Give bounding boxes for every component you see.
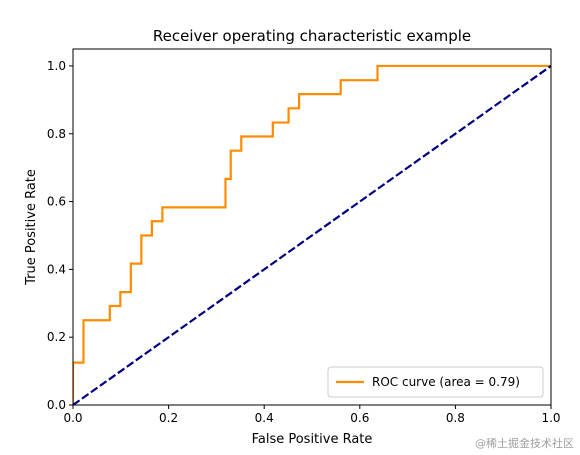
y-axis-label: True Positive Rate	[24, 169, 39, 286]
x-tick-label: 1.0	[541, 411, 560, 425]
x-tick-label: 0.6	[350, 411, 369, 425]
plot-frame	[72, 48, 552, 406]
y-tick-label: 0.0	[47, 398, 66, 412]
y-tick-label: 1.0	[47, 59, 66, 73]
legend-box	[327, 366, 544, 398]
watermark-text: @稀土掘金技术社区	[475, 436, 574, 450]
y-tick-label: 0.2	[47, 330, 66, 344]
x-axis-label: False Positive Rate	[252, 432, 373, 447]
x-tick-label: 0.8	[446, 411, 465, 425]
y-tick-label: 0.8	[47, 127, 66, 141]
chart-title: Receiver operating characteristic exampl…	[153, 27, 471, 45]
legend-label: ROC curve (area = 0.79)	[372, 375, 520, 389]
y-tick-label: 0.4	[47, 262, 66, 276]
plot-area: 0.0 0.2 0.4 0.6 0.8 1.0 0.0 0.2 0.4 0.6 0.8 1.0	[47, 48, 561, 425]
y-tick-label: 0.6	[47, 195, 66, 209]
roc-curve-line	[73, 64, 551, 405]
x-tick-label: 0.4	[255, 411, 274, 425]
chance-line	[73, 65, 551, 405]
legend: ROC curve (area = 0.79)	[327, 366, 544, 398]
x-tick-label: 0.2	[159, 411, 178, 425]
x-tick-label: 0.0	[63, 411, 82, 425]
